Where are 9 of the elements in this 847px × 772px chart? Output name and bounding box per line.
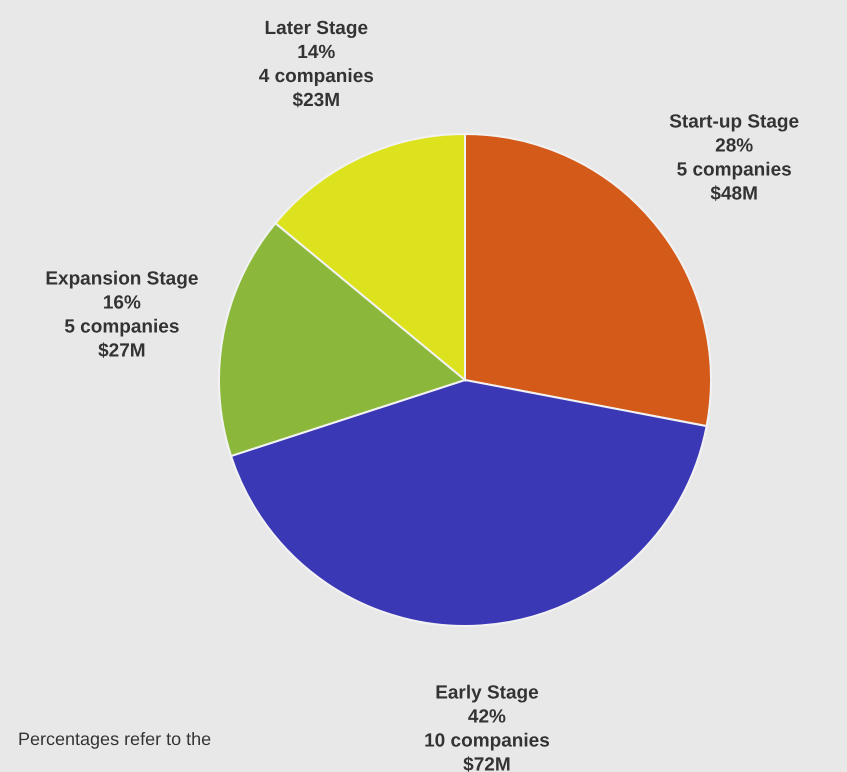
slice-label: Early Stage (435, 682, 539, 704)
slice-label: Later Stage (264, 18, 368, 39)
data-label: 16% 5 companies $27M (64, 292, 180, 362)
slice-label: Start-up Stage (669, 111, 800, 132)
data-label: 42% 10 companies $72M (424, 706, 550, 772)
data-label: 28% 5 companies $48M (676, 135, 792, 204)
data-label: 14% 4 companies $23M (258, 42, 374, 111)
slice-label: Expansion Stage (45, 268, 198, 290)
text: Percentages refer to the (18, 729, 212, 749)
